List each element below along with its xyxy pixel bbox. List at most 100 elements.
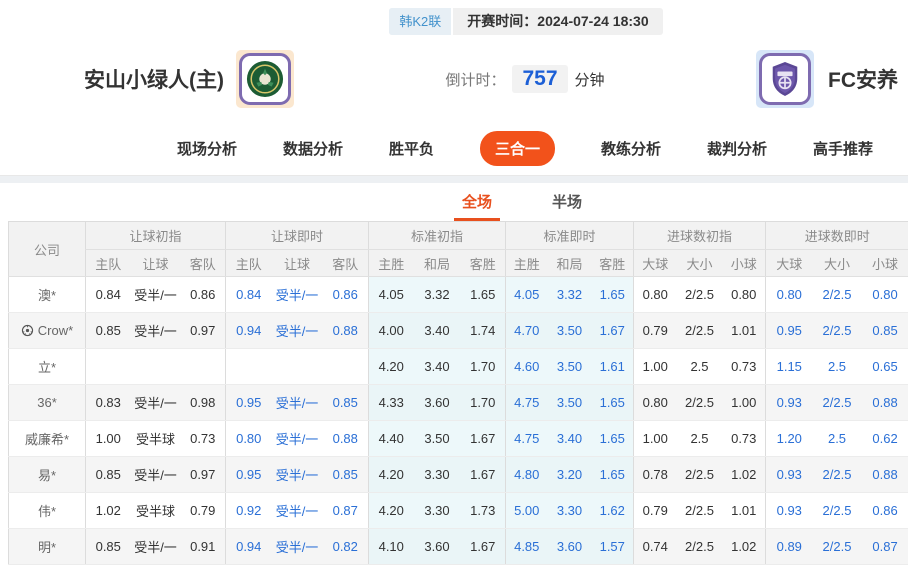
odds-cell[interactable]: 3.32 [548,277,592,313]
odds-cell[interactable]: 1.62 [592,493,634,529]
odds-cell[interactable]: 0.88 [862,385,908,421]
odds-cell[interactable]: 受半/一 [272,385,323,421]
odds-cell: 1.02 [86,493,131,529]
odds-cell[interactable]: 2/2.5 [813,457,862,493]
odds-cell[interactable]: 0.94 [226,529,272,565]
odds-cell[interactable]: 0.88 [862,457,908,493]
odds-cell[interactable]: 受半/一 [272,529,323,565]
odds-cell[interactable]: 受半/一 [272,277,323,313]
odds-cell[interactable]: 受半/一 [272,457,323,493]
countdown-value: 757 [512,65,567,93]
odds-cell[interactable]: 1.15 [766,349,813,385]
odds-cell[interactable]: 3.30 [548,493,592,529]
odds-cell[interactable]: 0.95 [226,385,272,421]
odds-cell[interactable]: 3.50 [548,385,592,421]
odds-cell: 0.98 [181,385,226,421]
odds-cell[interactable]: 4.60 [506,349,548,385]
nav-tab-4[interactable]: 三合一 [480,131,555,166]
odds-cell[interactable]: 0.85 [323,385,369,421]
odds-cell[interactable]: 0.84 [226,277,272,313]
odds-cell[interactable]: 1.65 [592,421,634,457]
odds-table: 公司让球初指让球即时标准初指标准即时进球数初指进球数即时 主队让球客队主队让球客… [8,221,908,565]
odds-cell[interactable]: 0.80 [766,277,813,313]
odds-cell[interactable]: 0.94 [226,313,272,349]
nav-tab-3[interactable]: 胜平负 [389,138,434,159]
odds-cell: 0.85 [86,313,131,349]
odds-cell[interactable]: 2.5 [813,349,862,385]
odds-cell[interactable]: 2/2.5 [813,493,862,529]
odds-cell[interactable]: 1.65 [592,385,634,421]
odds-cell[interactable]: 0.80 [862,277,908,313]
odds-cell[interactable]: 3.60 [548,529,592,565]
odds-cell[interactable]: 2/2.5 [813,529,862,565]
subtab-1[interactable]: 全场 [454,191,500,221]
odds-cell[interactable]: 1.65 [592,277,634,313]
odds-cell[interactable]: 3.50 [548,349,592,385]
odds-cell[interactable]: 0.85 [323,457,369,493]
odds-cell[interactable]: 0.93 [766,493,813,529]
odds-cell[interactable]: 0.88 [323,421,369,457]
odds-cell[interactable]: 0.85 [862,313,908,349]
odds-cell[interactable]: 1.67 [592,313,634,349]
odds-cell[interactable]: 0.65 [862,349,908,385]
odds-cell[interactable]: 4.75 [506,385,548,421]
odds-cell[interactable]: 受半/一 [272,421,323,457]
table-sub-row: 主队让球客队主队让球客队主胜和局客胜主胜和局客胜大球大小小球大球大小小球 [9,250,908,277]
nav-tab-7[interactable]: 高手推荐 [813,138,873,159]
odds-cell: 受半球 [131,421,181,457]
odds-cell: 4.05 [369,277,414,313]
odds-cell[interactable]: 4.80 [506,457,548,493]
group-header-2: 让球即时 [226,222,369,250]
odds-cell[interactable]: 1.20 [766,421,813,457]
nav-tab-1[interactable]: 现场分析 [177,138,237,159]
odds-cell[interactable]: 4.05 [506,277,548,313]
group-header-4: 标准即时 [506,222,634,250]
odds-cell: 3.60 [414,529,461,565]
odds-cell[interactable]: 0.92 [226,493,272,529]
odds-cell[interactable]: 2.5 [813,421,862,457]
nav-tab-2[interactable]: 数据分析 [283,138,343,159]
odds-cell[interactable]: 0.93 [766,457,813,493]
nav-tab-5[interactable]: 教练分析 [601,138,661,159]
sub-header: 大球 [634,250,677,277]
odds-cell[interactable]: 3.50 [548,313,592,349]
odds-cell[interactable]: 2/2.5 [813,385,862,421]
odds-cell[interactable]: 2/2.5 [813,277,862,313]
subtab-2[interactable]: 半场 [544,191,590,221]
odds-cell[interactable]: 4.85 [506,529,548,565]
odds-cell[interactable] [226,349,272,385]
odds-cell[interactable]: 0.87 [323,493,369,529]
odds-cell[interactable]: 1.57 [592,529,634,565]
odds-cell[interactable]: 0.95 [226,457,272,493]
odds-cell: 0.73 [723,349,766,385]
odds-cell[interactable]: 受半/一 [272,313,323,349]
odds-cell[interactable]: 3.40 [548,421,592,457]
odds-cell[interactable]: 0.86 [862,493,908,529]
odds-cell[interactable]: 1.61 [592,349,634,385]
odds-cell[interactable]: 1.65 [592,457,634,493]
odds-cell[interactable]: 0.62 [862,421,908,457]
odds-cell[interactable] [323,349,369,385]
nav-tab-6[interactable]: 裁判分析 [707,138,767,159]
odds-cell[interactable]: 5.00 [506,493,548,529]
odds-cell: 0.73 [723,421,766,457]
odds-cell[interactable]: 0.89 [766,529,813,565]
odds-cell[interactable]: 4.70 [506,313,548,349]
odds-cell[interactable]: 3.20 [548,457,592,493]
odds-cell[interactable]: 0.87 [862,529,908,565]
odds-cell[interactable]: 0.82 [323,529,369,565]
sub-header: 客队 [181,250,226,277]
odds-cell[interactable]: 0.86 [323,277,369,313]
odds-cell: 0.97 [181,313,226,349]
odds-cell[interactable]: 0.93 [766,385,813,421]
odds-cell[interactable]: 受半/一 [272,493,323,529]
odds-cell[interactable]: 4.75 [506,421,548,457]
odds-cell[interactable]: 0.80 [226,421,272,457]
company-header: 公司 [9,222,86,277]
odds-cell[interactable]: 2/2.5 [813,313,862,349]
odds-cell[interactable]: 0.95 [766,313,813,349]
odds-cell[interactable] [272,349,323,385]
odds-cell[interactable]: 0.88 [323,313,369,349]
